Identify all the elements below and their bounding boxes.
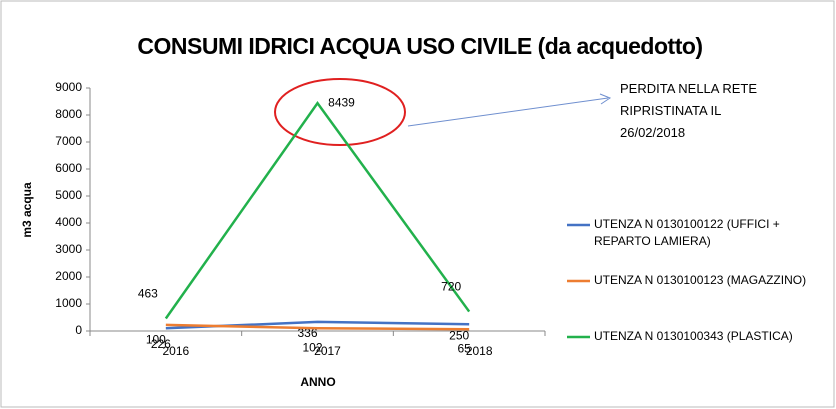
data-label: 463 bbox=[138, 287, 158, 301]
annotation-arrow bbox=[407, 97, 609, 127]
data-label: 65 bbox=[457, 341, 471, 355]
highlight-ellipse bbox=[274, 78, 406, 146]
y-tick-label: 8000 bbox=[55, 107, 82, 121]
chart-title: CONSUMI IDRICI ACQUA USO CIVILE (da acqu… bbox=[137, 33, 702, 59]
data-label: 336 bbox=[297, 326, 317, 340]
series-line bbox=[164, 100, 471, 320]
x-tick-label: 2017 bbox=[314, 344, 341, 358]
y-axis-label: m3 acqua bbox=[20, 182, 34, 238]
series-line bbox=[165, 323, 470, 331]
data-label: 102 bbox=[302, 340, 322, 354]
y-tick-label: 3000 bbox=[55, 242, 82, 256]
y-tick-label: 0 bbox=[75, 323, 82, 337]
arrow-head bbox=[599, 93, 612, 105]
data-label: 100 bbox=[146, 332, 166, 346]
y-tick-label: 1000 bbox=[55, 296, 82, 310]
y-tick-label: 9000 bbox=[55, 80, 82, 94]
legend-label: UTENZA N 0130100122 (UFFICI + REPARTO LA… bbox=[594, 217, 780, 248]
y-tick-label: 7000 bbox=[55, 134, 82, 148]
y-tick-label: 2000 bbox=[55, 269, 82, 283]
y-tick-label: 5000 bbox=[55, 188, 82, 202]
legend-label: UTENZA N 0130100123 (MAGAZZINO) bbox=[594, 273, 807, 287]
annotation: PERDITA NELLA RETE bbox=[620, 81, 758, 96]
data-label: 226 bbox=[151, 337, 171, 351]
annotation: RIPRISTINATA IL bbox=[620, 103, 722, 118]
data-label: 8439 bbox=[328, 95, 355, 109]
data-label: 250 bbox=[449, 328, 469, 342]
y-tick-label: 4000 bbox=[55, 215, 82, 229]
x-tick-label: 2018 bbox=[466, 344, 493, 358]
data-label: 720 bbox=[441, 280, 461, 294]
x-axis-label: ANNO bbox=[300, 375, 335, 389]
annotation: 26/02/2018 bbox=[620, 125, 686, 140]
x-tick-label: 2016 bbox=[162, 344, 189, 358]
legend-label: UTENZA N 0130100343 (PLASTICA) bbox=[594, 329, 793, 343]
y-tick-label: 6000 bbox=[55, 161, 82, 175]
